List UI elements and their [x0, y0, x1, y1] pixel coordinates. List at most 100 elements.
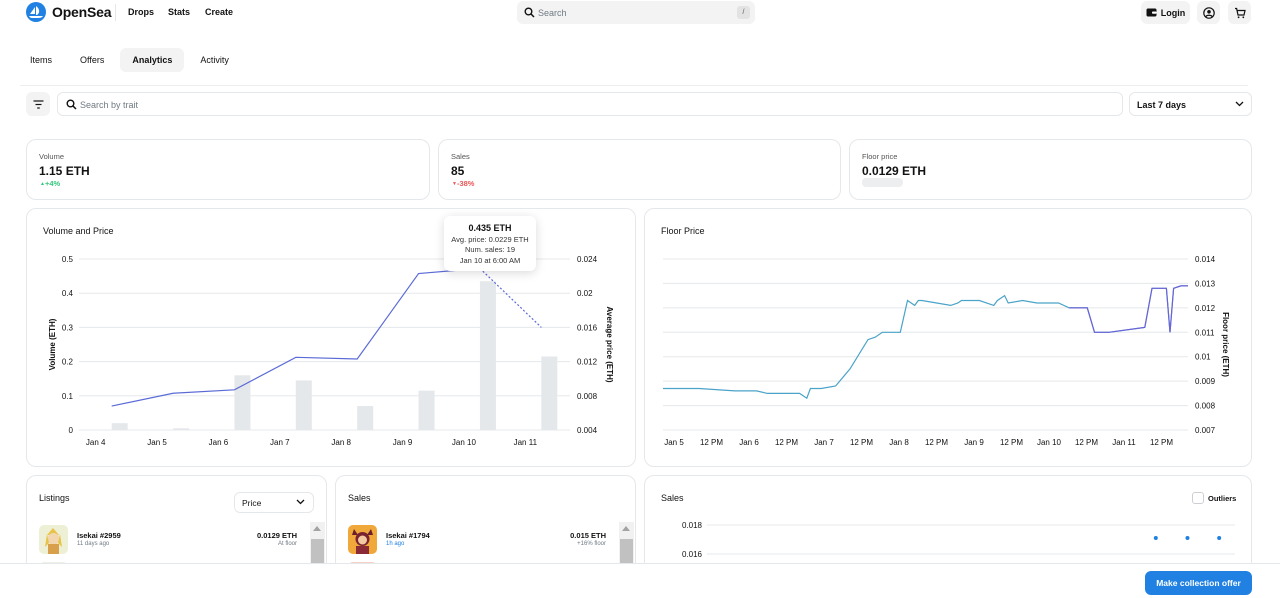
- stat-card-floor: Floor price 0.0129 ETH: [849, 139, 1252, 200]
- global-search[interactable]: Search /: [517, 1, 755, 24]
- y-tick-label: 0.5: [62, 255, 74, 264]
- trait-search-input[interactable]: Search by trait: [57, 92, 1123, 116]
- sale-point: [1185, 536, 1190, 541]
- y-tick-label: 0.009: [1195, 377, 1216, 386]
- x-tick-label: Jan 6: [739, 438, 759, 447]
- outliers-checkbox[interactable]: [1192, 492, 1204, 504]
- y-axis-label: Volume (ETH): [48, 318, 57, 370]
- x-tick-label: 12 PM: [1150, 438, 1173, 447]
- listing-row[interactable]: Isekai #2959 11 days ago 0.0129 ETH At f…: [39, 525, 297, 555]
- chevron-down-icon: [1235, 101, 1244, 107]
- up-arrow-icon: ▲: [40, 181, 45, 187]
- item-name: Isekai #1794: [386, 531, 430, 540]
- outliers-toggle[interactable]: Outliers: [1192, 492, 1236, 504]
- volume-bar: [418, 390, 435, 430]
- nav-link-stats[interactable]: Stats: [168, 7, 191, 17]
- item-price: 0.015 ETH: [570, 531, 606, 540]
- x-tick-label: 12 PM: [925, 438, 948, 447]
- login-button[interactable]: Login: [1141, 1, 1190, 24]
- y2-tick-label: 0.024: [577, 255, 598, 264]
- tab-items[interactable]: Items: [30, 55, 53, 65]
- y-tick-label: 0: [69, 426, 74, 435]
- x-tick-label: Jan 4: [86, 438, 106, 447]
- stat-label: Floor price: [862, 152, 898, 161]
- make-collection-offer-button[interactable]: Make collection offer: [1145, 571, 1252, 595]
- listings-title: Listings: [39, 493, 70, 503]
- tooltip-volume: 0.435 ETH: [468, 223, 512, 233]
- sales-scatter-chart[interactable]: 0.016 0.018: [645, 476, 1251, 594]
- scroll-thumb[interactable]: [311, 539, 324, 569]
- sales-scrollbar[interactable]: [619, 522, 634, 569]
- y-tick-label: 0.008: [1195, 402, 1216, 411]
- filter-icon: [33, 99, 43, 109]
- down-arrow-icon: ▼: [452, 181, 457, 187]
- listings-sort-dropdown[interactable]: Price: [234, 492, 314, 513]
- nft-thumbnail: [348, 525, 377, 554]
- nav-link-drops[interactable]: Drops: [128, 7, 155, 17]
- wallet-icon: [1146, 8, 1157, 17]
- x-tick-label: 12 PM: [775, 438, 798, 447]
- floor-price-card: Floor Price 0.007 0.008 0.009 0.01 0.011 0.01…: [644, 208, 1252, 467]
- volume-bar: [295, 380, 312, 430]
- y-tick-label: 0.014: [1195, 255, 1216, 264]
- account-icon: [1202, 6, 1215, 19]
- tooltip-avg-price: Avg. price: 0.0229 ETH: [451, 234, 529, 244]
- filter-toggle-button[interactable]: [26, 92, 50, 116]
- y-tick-label: 0.3: [62, 323, 74, 332]
- y-tick-label: 0.013: [1195, 279, 1216, 288]
- trait-search-placeholder: Search by trait: [80, 100, 139, 110]
- profile-button[interactable]: [1197, 1, 1220, 24]
- sale-point: [1153, 536, 1158, 541]
- opensea-logo-icon: [26, 2, 46, 22]
- search-icon: [524, 7, 535, 18]
- y-tick-label: 0.018: [682, 521, 703, 530]
- sort-value: Price: [242, 498, 262, 508]
- volume-price-chart[interactable]: 0 0.1 0.2 0.3 0.4 0.5 0.004 0.008 0.012 0.016 0.02…: [27, 209, 635, 466]
- logo[interactable]: OpenSea: [26, 2, 111, 22]
- nft-thumbnail: [39, 525, 68, 554]
- x-tick-label: Jan 8: [889, 438, 909, 447]
- volume-bar: [111, 423, 128, 430]
- y2-tick-label: 0.008: [577, 392, 598, 401]
- x-tick-label: 12 PM: [850, 438, 873, 447]
- x-tick-label: Jan 10: [452, 438, 477, 447]
- item-price: 0.0129 ETH: [256, 531, 297, 540]
- cart-button[interactable]: [1228, 1, 1251, 24]
- y2-tick-label: 0.012: [577, 358, 598, 367]
- item-time[interactable]: 1h ago: [386, 541, 405, 547]
- listings-scrollbar[interactable]: [310, 522, 325, 569]
- y-tick-label: 0.016: [682, 550, 703, 559]
- item-name: Isekai #2959: [77, 531, 121, 540]
- bottom-action-bar: Make collection offer: [0, 563, 1280, 598]
- stat-card-sales: Sales 85 ▼-38%: [438, 139, 841, 200]
- floor-price-line-recent: [1069, 285, 1188, 333]
- cart-icon: [1234, 7, 1246, 18]
- sale-point: [1217, 536, 1222, 541]
- nav-link-create[interactable]: Create: [205, 7, 234, 17]
- stat-change: ▼-38%: [452, 179, 475, 188]
- top-navigation: OpenSea Drops Stats Create Search / Logi…: [0, 0, 1280, 25]
- stat-change: ▲+4%: [40, 179, 61, 188]
- tab-offers[interactable]: Offers: [80, 55, 105, 65]
- chevron-down-icon: [296, 499, 305, 505]
- x-tick-label: Jan 10: [1037, 438, 1062, 447]
- y2-tick-label: 0.004: [577, 426, 598, 435]
- x-tick-label: Jan 7: [814, 438, 834, 447]
- floor-price-chart[interactable]: 0.0070.0080.0090.010.0110.0120.0130.014F…: [645, 209, 1251, 466]
- volume-bar: [234, 375, 251, 430]
- tab-analytics[interactable]: Analytics: [120, 48, 185, 72]
- tooltip-date: Jan 10 at 6:00 AM: [459, 255, 521, 265]
- sale-row[interactable]: Isekai #1794 1h ago 0.015 ETH +16% floor: [348, 525, 606, 555]
- y-tick-label: 0.4: [62, 289, 74, 298]
- scroll-thumb[interactable]: [620, 539, 633, 569]
- y-tick-label: 0.012: [1195, 304, 1216, 313]
- y-tick-label: 0.2: [62, 358, 74, 367]
- chart-title: Volume and Price: [43, 226, 114, 236]
- x-tick-label: 12 PM: [1000, 438, 1023, 447]
- item-floor-note: At floor: [277, 541, 297, 547]
- tab-activity[interactable]: Activity: [200, 55, 229, 65]
- tooltip-num-sales: Num. sales: 19: [464, 245, 516, 254]
- x-tick-label: 12 PM: [1075, 438, 1098, 447]
- volume-bar: [357, 406, 374, 430]
- period-dropdown[interactable]: Last 7 days: [1129, 92, 1252, 116]
